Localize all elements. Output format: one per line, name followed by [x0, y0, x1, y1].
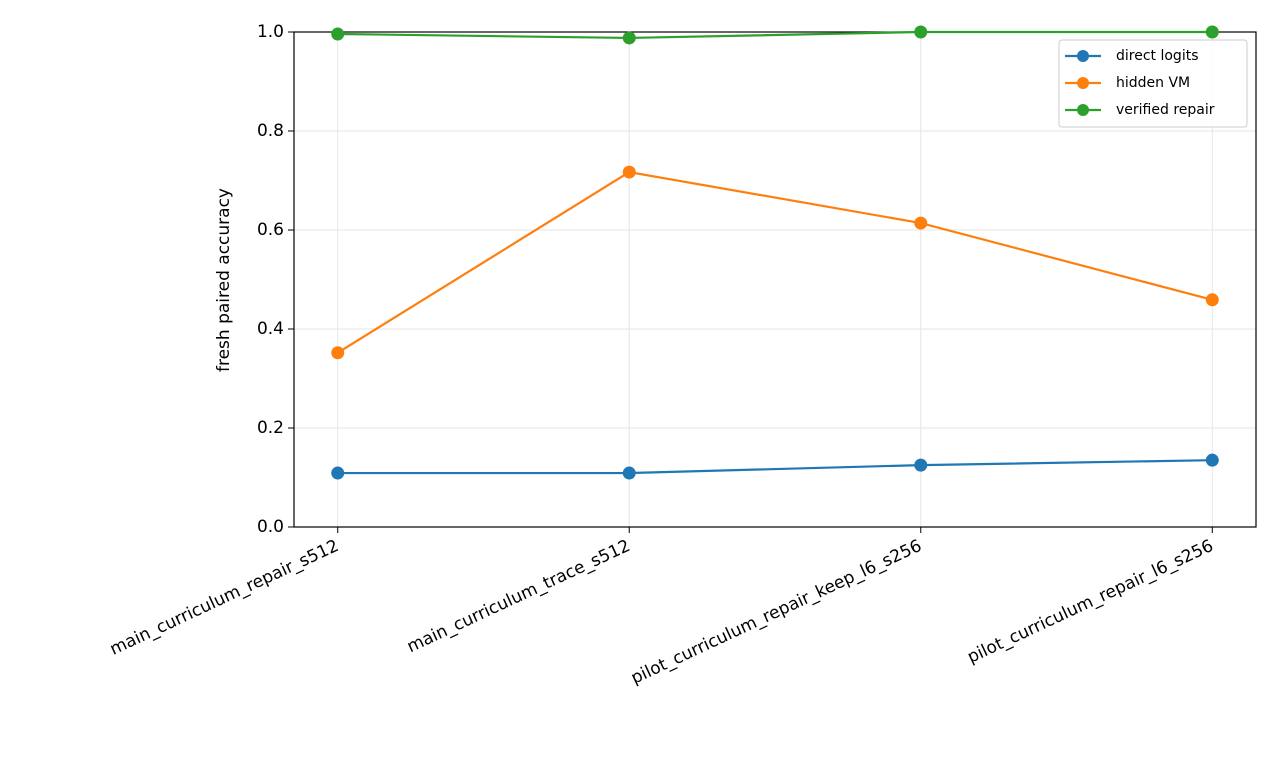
- y-tick-label: 0.0: [257, 517, 284, 537]
- series: [331, 165, 1219, 360]
- x-tick-label: main_curriculum_repair_s512: [107, 536, 342, 660]
- line: [337, 30, 1213, 40]
- y-tick-label: 1.0: [257, 22, 284, 42]
- marker: [914, 458, 928, 472]
- series: [331, 25, 1219, 45]
- marker: [331, 346, 345, 360]
- x-tick-label: pilot_curriculum_repair_l6_s256: [964, 536, 1216, 668]
- marker: [622, 466, 636, 480]
- marker: [622, 31, 636, 45]
- y-tick-label: 0.6: [257, 220, 284, 240]
- y-tick-label: 0.2: [257, 418, 284, 438]
- legend-marker: [1077, 50, 1089, 62]
- legend-marker: [1077, 104, 1089, 116]
- marker: [622, 165, 636, 179]
- marker: [331, 466, 345, 480]
- y-tick-label: 0.8: [257, 121, 284, 141]
- x-tick-label: pilot_curriculum_repair_keep_l6_s256: [628, 536, 925, 689]
- plot-frame: [293, 31, 1257, 528]
- marker: [914, 25, 928, 39]
- legend-marker: [1077, 77, 1089, 89]
- marker: [1205, 25, 1219, 39]
- marker: [1205, 453, 1219, 467]
- line: [337, 170, 1213, 354]
- legend-box: [1058, 39, 1248, 128]
- line: [337, 459, 1213, 475]
- marker: [914, 216, 928, 230]
- x-tick-label: main_curriculum_trace_s512: [404, 536, 633, 657]
- legend-label: verified repair: [1116, 102, 1215, 118]
- y-axis-label: fresh paired accuracy: [214, 188, 234, 372]
- legend: direct logits hidden VM verified repair: [1058, 39, 1248, 128]
- marker: [1205, 293, 1219, 307]
- legend-label: direct logits: [1116, 48, 1199, 64]
- y-tick-label: 0.4: [257, 319, 284, 339]
- legend-label: hidden VM: [1116, 75, 1190, 91]
- marker: [331, 27, 345, 41]
- series: [331, 453, 1219, 480]
